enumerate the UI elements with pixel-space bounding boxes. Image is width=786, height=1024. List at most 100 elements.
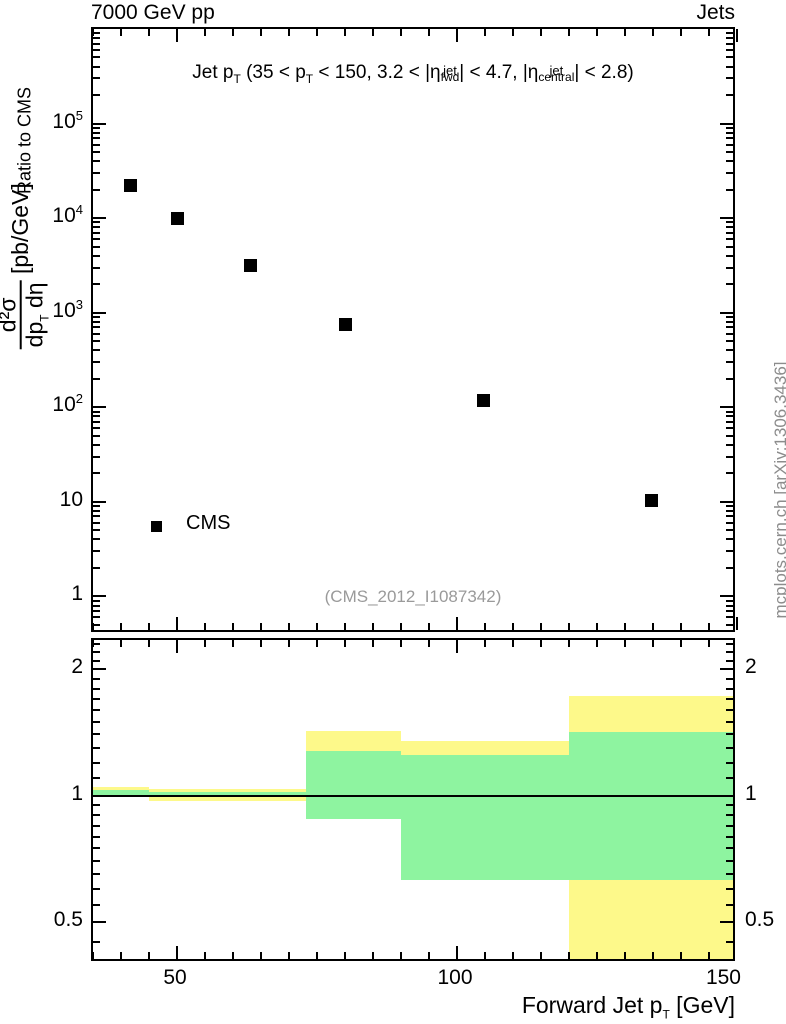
y-tick-minor	[93, 137, 100, 140]
x-tick-label: 100	[437, 966, 473, 989]
ratio-y-tick-minor	[726, 687, 733, 690]
x-tick-minor	[232, 623, 234, 630]
ratio-reference-line	[93, 794, 733, 797]
ratio-x-tick-minor	[260, 952, 262, 959]
x-tick-minor	[540, 623, 542, 630]
x-tick-major	[736, 29, 738, 42]
ratio-y-tick-minor	[93, 814, 100, 817]
y-tick-minor	[93, 443, 100, 446]
y-tick-minor	[93, 32, 100, 35]
y-tick-minor	[93, 604, 100, 607]
ratio-y-tick-minor	[93, 698, 100, 701]
ratio-y-tick-major	[720, 668, 733, 671]
y-tick-minor	[93, 77, 100, 80]
ratio-y-tick-minor	[726, 777, 733, 780]
y-tick-minor	[726, 160, 733, 163]
ratio-x-tick-minor	[372, 640, 374, 647]
y-tick-major	[720, 500, 733, 503]
ratio-x-tick-minor	[708, 952, 710, 959]
x-tick-minor	[624, 29, 626, 36]
y-tick-label: 105	[52, 107, 83, 133]
y-tick-major	[720, 406, 733, 409]
y-tick-minor	[93, 172, 100, 174]
x-tick-minor	[92, 29, 94, 36]
ratio-x-tick-minor	[400, 640, 402, 647]
x-tick-minor	[596, 623, 598, 630]
y-tick-minor	[93, 48, 100, 51]
ratio-x-tick-major	[456, 946, 458, 959]
data-point-marker	[339, 317, 353, 331]
ratio-y-tick-minor	[726, 642, 733, 645]
ratio-x-tick-minor	[372, 952, 374, 959]
ratio-y-tick-major	[93, 668, 106, 671]
y-tick-label: 10	[59, 487, 83, 511]
ratio-y-tick-minor	[726, 940, 733, 943]
ratio-x-tick-minor	[624, 952, 626, 959]
ratio-inner-band	[149, 792, 217, 796]
y-tick-major	[720, 122, 733, 125]
plot-title: Jet pT (35 < pT < 150, 3.2 < |η jet fwd | <…	[192, 62, 634, 86]
y-tick-minor	[93, 332, 100, 335]
y-tick-minor	[93, 94, 100, 97]
y-tick-major	[720, 595, 733, 598]
ratio-x-tick-minor	[288, 952, 290, 959]
y-tick-minor	[726, 443, 733, 446]
x-tick-major	[176, 617, 178, 630]
x-tick-minor	[540, 29, 542, 36]
ratio-y-tick-major	[720, 921, 733, 924]
y-tick-minor	[726, 509, 733, 512]
y-tick-minor	[726, 231, 733, 234]
x-tick-minor	[204, 623, 206, 630]
ratio-inner-band	[569, 731, 733, 881]
x-tick-minor	[372, 623, 374, 630]
x-tick-minor	[708, 29, 710, 36]
y-tick-minor	[726, 427, 733, 430]
legend-marker-cms	[151, 521, 162, 532]
y-tick-minor	[93, 266, 100, 269]
ratio-y-tick-minor	[726, 761, 733, 764]
y-tick-minor	[726, 538, 733, 541]
ratio-x-tick-minor	[680, 952, 682, 959]
y-tick-minor	[93, 231, 100, 234]
x-tick-minor	[288, 29, 290, 36]
ratio-x-tick-minor	[93, 640, 94, 647]
x-tick-minor	[708, 623, 710, 630]
y-tick-minor	[726, 349, 733, 352]
x-tick-minor	[400, 623, 402, 630]
ratio-y-tick-minor	[726, 873, 733, 876]
ratio-y-tick-minor	[726, 651, 733, 654]
x-tick-minor	[680, 29, 682, 36]
x-tick-minor	[120, 29, 122, 36]
y-tick-minor	[93, 415, 100, 418]
ratio-x-tick-minor	[540, 640, 542, 647]
y-tick-minor	[726, 238, 733, 241]
y-tick-label: 104	[52, 202, 83, 228]
y-tick-label: 103	[52, 296, 83, 322]
ratio-y-tick-minor	[726, 677, 733, 680]
y-tick-minor	[726, 410, 733, 413]
y-tick-minor	[726, 610, 733, 613]
x-tick-minor	[568, 623, 570, 630]
y-tick-minor	[726, 361, 733, 364]
ratio-y-tick-minor	[93, 709, 100, 712]
y-tick-minor	[93, 616, 100, 619]
ratio-x-tick-minor	[344, 952, 346, 959]
ratio-x-tick-minor	[232, 952, 234, 959]
ratio-inner-band	[305, 750, 401, 820]
y-tick-minor	[93, 56, 100, 59]
ratio-y-tick-minor	[93, 746, 100, 749]
ratio-y-axis-title: Ratio to CMS	[14, 86, 35, 195]
ratio-y-tick-minor	[93, 835, 100, 838]
x-tick-minor	[428, 623, 430, 630]
y-tick-major	[720, 217, 733, 220]
ratio-x-tick-minor	[652, 640, 654, 647]
ratio-y-tick-minor	[726, 824, 733, 827]
y-tick-minor	[726, 505, 733, 508]
y-tick-minor	[93, 505, 100, 508]
ratio-y-tick-minor	[93, 687, 100, 690]
y-tick-minor	[726, 521, 733, 524]
ratio-y-tick-minor	[726, 859, 733, 862]
y-tick-minor	[93, 420, 100, 423]
y-tick-minor	[93, 245, 100, 248]
ratio-y-tick-minor	[726, 733, 733, 736]
